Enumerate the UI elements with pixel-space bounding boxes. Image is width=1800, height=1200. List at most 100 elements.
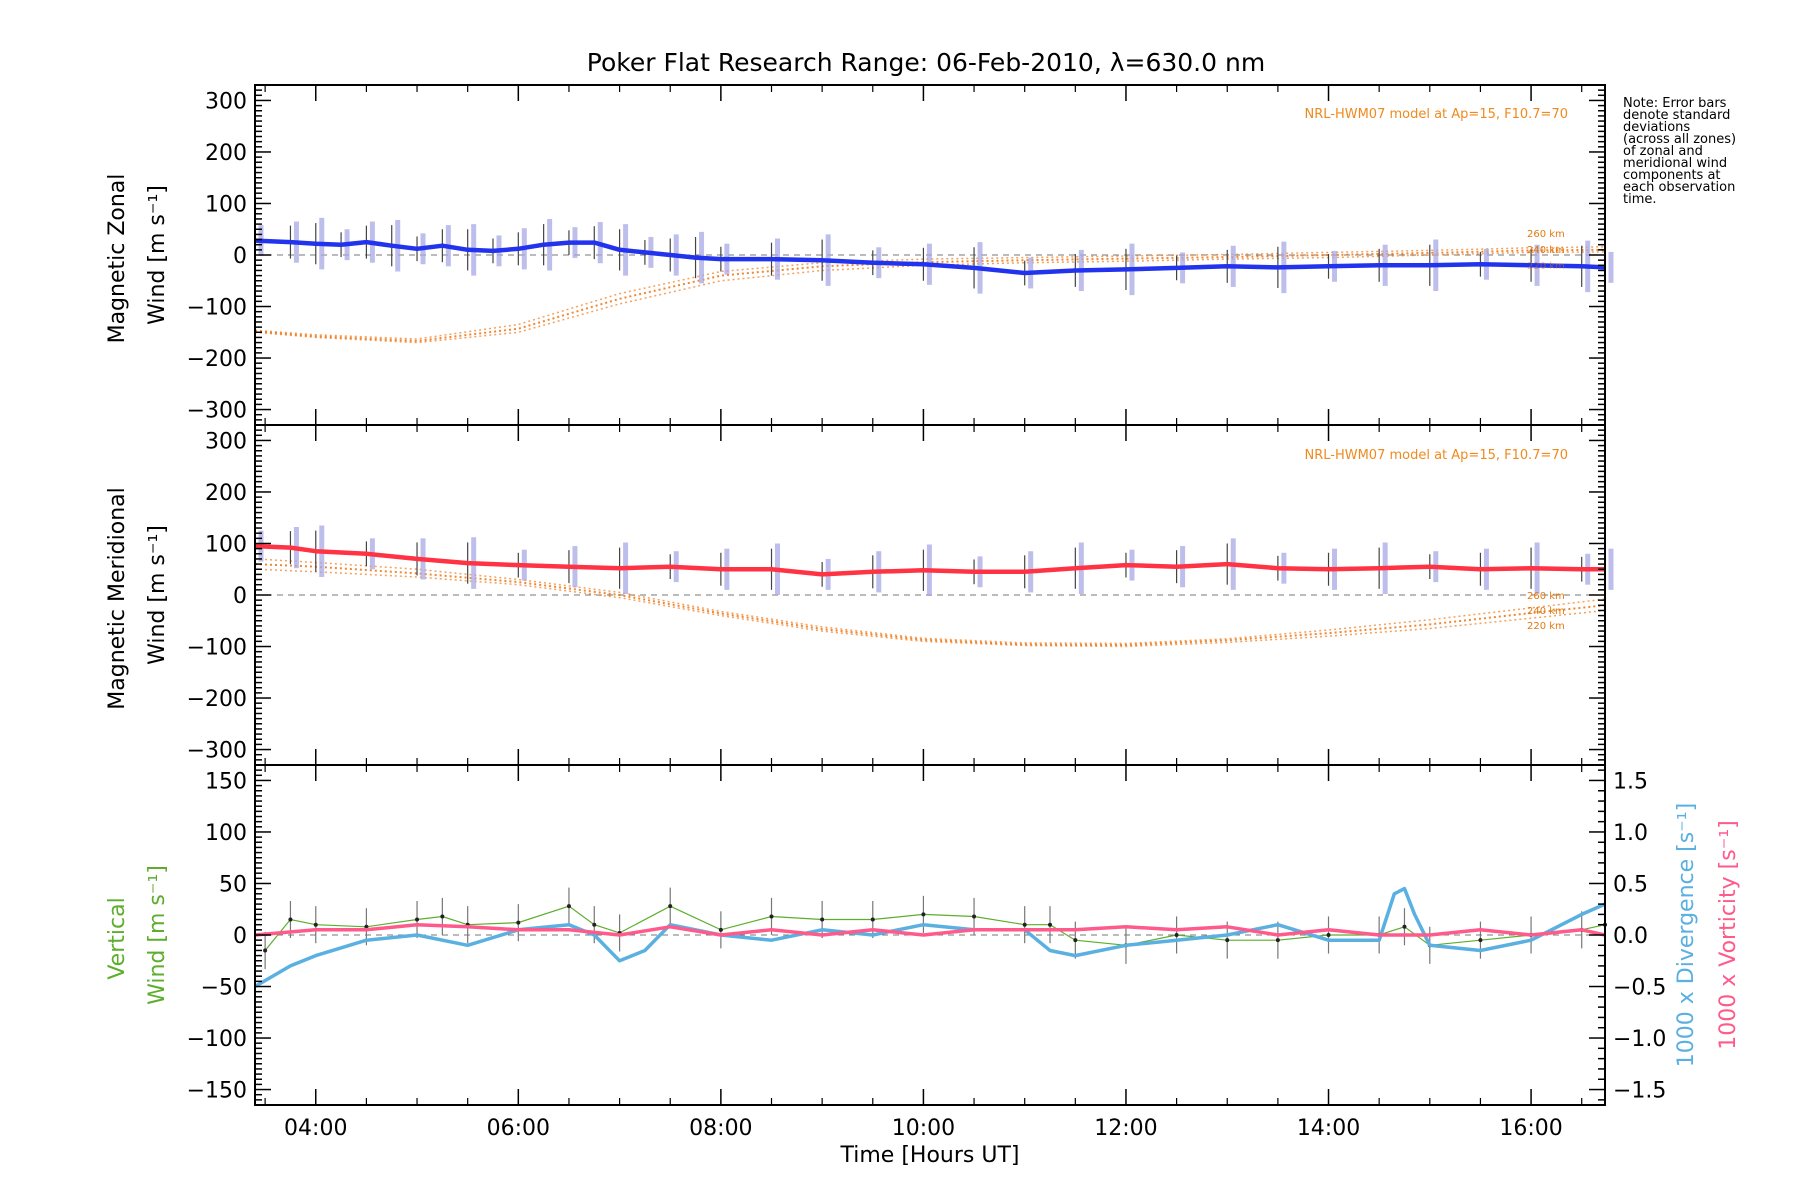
vertical-ylabel-line: Vertical bbox=[105, 897, 130, 979]
zonal-wind-line bbox=[254, 238, 1606, 276]
meridional-model-curve bbox=[254, 558, 1606, 645]
vertical-wind-point bbox=[668, 904, 673, 909]
vorticity-line bbox=[254, 922, 1606, 937]
side-note-line: Note: Error bars bbox=[1623, 96, 1727, 111]
vertical-wind-point bbox=[1225, 938, 1230, 943]
vertical-wind-point bbox=[1022, 922, 1027, 927]
side-note-line: time. bbox=[1623, 192, 1657, 207]
vertical-wind-point bbox=[820, 917, 825, 922]
vertical-wind-point bbox=[870, 917, 875, 922]
vertical-y-tick-label: 150 bbox=[205, 769, 247, 794]
vertical-y-tick-label: 100 bbox=[205, 821, 247, 846]
x-tick-label: 04:00 bbox=[284, 1116, 347, 1141]
side-note-line: of zonal and bbox=[1623, 144, 1703, 159]
zonal-y-tick-label: 0 bbox=[233, 244, 247, 269]
zonal-y-tick-label: −300 bbox=[187, 399, 247, 424]
zonal-model-note: NRL-HWM07 model at Ap=15, F10.7=70 bbox=[1305, 107, 1569, 122]
vertical-right-y-tick-label: −1.0 bbox=[1613, 1027, 1666, 1052]
vertical-wind-point bbox=[516, 920, 521, 925]
vertical-y-tick-label: −150 bbox=[187, 1079, 247, 1104]
vertical-wind-point bbox=[566, 904, 571, 909]
side-note-line: deviations bbox=[1623, 120, 1690, 135]
vertical-wind-point bbox=[1174, 933, 1179, 937]
side-note-line: components at bbox=[1623, 168, 1721, 183]
zonal-alt-label: 260 km bbox=[1527, 229, 1565, 240]
meridional-y-tick-label: 0 bbox=[233, 584, 247, 609]
x-axis: 04:00 06:00 08:00 10:00 12:00 14:00 16:00 bbox=[284, 1116, 1563, 1141]
side-note-line: meridional wind bbox=[1623, 156, 1727, 171]
zonal-y-tick-label: 200 bbox=[205, 141, 247, 166]
vertical-right-y-tick-label: 1.0 bbox=[1613, 821, 1648, 846]
vertical-wind-point bbox=[263, 948, 268, 953]
side-note-line: denote standard bbox=[1623, 108, 1730, 123]
zonal-y-tick-label: 100 bbox=[205, 192, 247, 217]
meridional-y-tick-label: −300 bbox=[187, 739, 247, 764]
vertical-ylabel: Vertical Wind [m s⁻¹] bbox=[105, 865, 170, 1005]
vertical-right-y-tick-label: −1.5 bbox=[1613, 1079, 1666, 1104]
x-tick-label: 16:00 bbox=[1499, 1116, 1562, 1141]
meridional-alt-label: 240 km bbox=[1527, 606, 1565, 617]
vertical-wind-point bbox=[364, 924, 369, 929]
x-tick-label: 12:00 bbox=[1094, 1116, 1157, 1141]
zonal-ylabel-line: Magnetic Zonal bbox=[105, 174, 130, 344]
vertical-ylabel-line: Wind [m s⁻¹] bbox=[145, 865, 170, 1005]
vertical-wind-point bbox=[1402, 924, 1407, 929]
meridional-alt-label: 220 km bbox=[1527, 621, 1565, 632]
vorticity-ylabel: 1000 x Vorticity [s⁻¹] bbox=[1716, 820, 1741, 1050]
chart-title: Poker Flat Research Range: 06-Feb-2010, … bbox=[587, 48, 1265, 77]
zonal-y-tick-label: −200 bbox=[187, 347, 247, 372]
vertical-right-y-tick-label: 0.5 bbox=[1613, 872, 1648, 897]
vertical-panel: −150 −100 −50 0 50 100 150 −1.5 −1.0 −0.5 0.0 0.5 1… bbox=[105, 764, 1741, 1106]
side-note: Note: Error bars denote standard deviati… bbox=[1623, 96, 1740, 207]
zonal-y-tick-label: 300 bbox=[205, 89, 247, 114]
meridional-panel: −300 −200 −100 0 100 200 300 NRL-HWM07 model a… bbox=[105, 424, 1614, 766]
meridional-model-curve bbox=[254, 563, 1606, 647]
zonal-alt-label: 220 km bbox=[1527, 261, 1565, 272]
vertical-wind-point bbox=[921, 912, 926, 917]
zonal-y-tick-label: −100 bbox=[187, 296, 247, 321]
vertical-right-y-tick-label: 0.0 bbox=[1613, 924, 1648, 949]
x-tick-label: 06:00 bbox=[487, 1116, 550, 1141]
zonal-ylabel: Magnetic Zonal Wind [m s⁻¹] bbox=[105, 167, 170, 344]
vertical-wind-point bbox=[1073, 938, 1078, 943]
vertical-wind-point bbox=[288, 917, 293, 922]
vertical-y-tick-label: −100 bbox=[187, 1027, 247, 1052]
side-note-line: (across all zones) bbox=[1623, 132, 1736, 147]
meridional-ylabel: Magnetic Meridional Wind [m s⁻¹] bbox=[105, 480, 170, 709]
zonal-ylabel-line: Wind [m s⁻¹] bbox=[145, 185, 170, 325]
x-axis-title: Time [Hours UT] bbox=[840, 1143, 1020, 1168]
vertical-wind-point bbox=[1326, 933, 1331, 937]
zonal-model-curve bbox=[254, 246, 1606, 340]
vertical-wind-point bbox=[440, 914, 445, 919]
divergence-ylabel: 1000 x Divergence [s⁻¹] bbox=[1674, 803, 1699, 1067]
meridional-model-curve bbox=[254, 568, 1606, 648]
meridional-y-tick-label: 300 bbox=[205, 429, 247, 454]
meridional-wind-line bbox=[254, 543, 1605, 577]
x-tick-label: 08:00 bbox=[689, 1116, 752, 1141]
vertical-y-tick-label: 50 bbox=[219, 872, 247, 897]
zonal-panel: −300 −200 −100 0 100 200 300 NRL-HWM07 model a… bbox=[105, 84, 1614, 426]
x-tick-label: 14:00 bbox=[1297, 1116, 1360, 1141]
vertical-y-tick-label: 0 bbox=[233, 924, 247, 949]
vertical-wind-point bbox=[313, 922, 318, 927]
meridional-y-tick-label: 100 bbox=[205, 532, 247, 557]
meridional-model-note: NRL-HWM07 model at Ap=15, F10.7=70 bbox=[1305, 448, 1569, 463]
vertical-wind-point bbox=[769, 914, 774, 919]
side-note-line: each observation bbox=[1623, 180, 1735, 195]
zonal-alt-label: 240 km bbox=[1527, 245, 1565, 256]
meridional-y-tick-label: −200 bbox=[187, 687, 247, 712]
vertical-wind-point bbox=[592, 922, 597, 927]
vertical-wind-point bbox=[718, 927, 723, 932]
vertical-wind-point bbox=[972, 914, 977, 919]
vertical-wind-point bbox=[415, 917, 420, 922]
vertical-right-y-tick-label: 1.5 bbox=[1613, 769, 1648, 794]
vertical-y-tick-label: −50 bbox=[201, 976, 247, 1001]
meridional-alt-label: 260 km bbox=[1527, 591, 1565, 602]
meridional-ylabel-line: Magnetic Meridional bbox=[105, 487, 130, 709]
vertical-wind-point bbox=[1478, 938, 1483, 943]
meridional-y-tick-label: −100 bbox=[187, 636, 247, 661]
vertical-wind-point bbox=[1275, 938, 1280, 943]
x-tick-label: 10:00 bbox=[892, 1116, 955, 1141]
meridional-y-tick-label: 200 bbox=[205, 481, 247, 506]
